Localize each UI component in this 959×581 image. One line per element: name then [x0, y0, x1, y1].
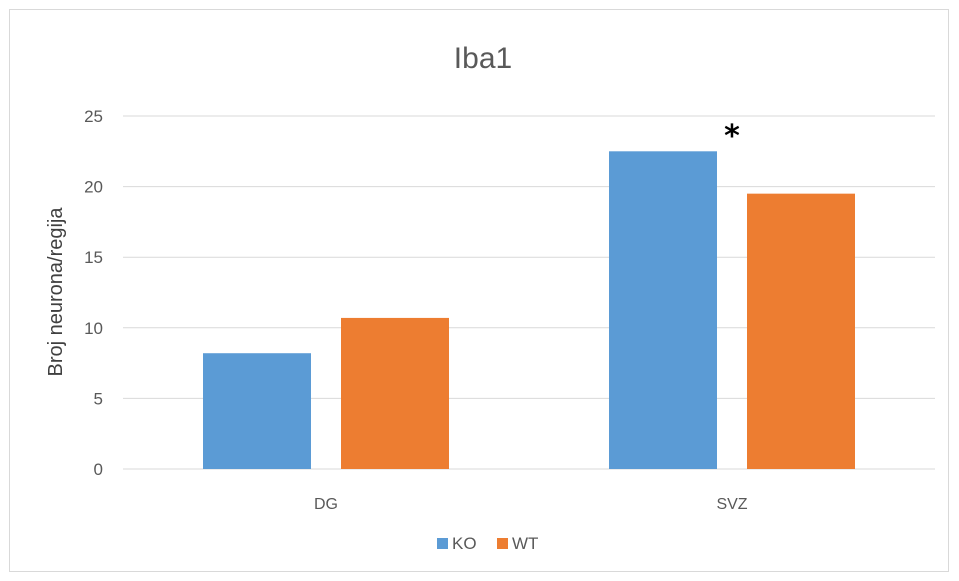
x-category-label: SVZ: [716, 496, 747, 513]
legend-swatch-wt: [497, 538, 508, 549]
bar-ko-dg: [203, 353, 311, 469]
y-tick-label: 0: [94, 460, 103, 479]
y-axis-title: Broj neurona/regija: [45, 207, 67, 377]
legend: KO WT: [437, 534, 538, 553]
y-tick-label: 10: [84, 319, 103, 338]
chart-title: Iba1: [454, 42, 512, 75]
legend-label-ko: KO: [452, 534, 477, 553]
y-tick-label: 5: [94, 389, 103, 408]
bars: [203, 151, 855, 470]
y-tick-label: 25: [84, 107, 103, 126]
bar-wt-dg: [341, 317, 449, 469]
bar-wt-svz: [747, 193, 855, 469]
annotations: *: [724, 119, 740, 154]
y-tick-label: 20: [84, 178, 103, 197]
y-tick-label: 15: [84, 248, 103, 267]
x-category-labels: DG SVZ: [314, 496, 748, 513]
legend-label-wt: WT: [512, 534, 538, 553]
significance-marker: *: [724, 119, 740, 154]
x-category-label: DG: [314, 496, 338, 513]
y-tick-labels: 0 5 10 15 20 25: [84, 107, 103, 479]
bar-ko-svz: [609, 151, 717, 470]
legend-swatch-ko: [437, 538, 448, 549]
